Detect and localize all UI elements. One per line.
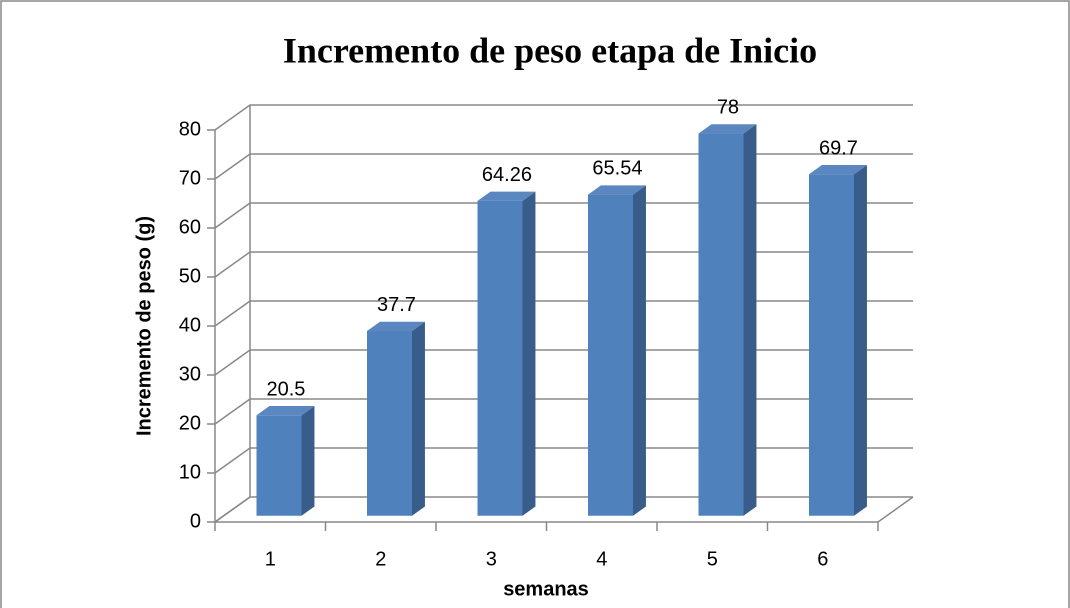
y-tick-label: 60	[179, 216, 201, 238]
data-label: 78	[717, 97, 739, 119]
x-tick-label: 5	[707, 548, 718, 570]
bar-side	[854, 164, 867, 516]
grid-line	[214, 300, 913, 327]
x-tick-label: 4	[596, 548, 607, 570]
bar-top	[809, 164, 867, 175]
data-label: 65.54	[592, 158, 642, 180]
bar-top	[588, 185, 646, 195]
bar-side	[633, 185, 646, 516]
bar-top	[698, 124, 757, 134]
grid-line	[214, 104, 913, 131]
bar	[477, 200, 523, 516]
data-label: 69.7	[819, 137, 858, 159]
bar	[698, 133, 744, 516]
data-label: 64.26	[482, 164, 532, 186]
bar-side	[522, 191, 536, 516]
y-tick-label: 10	[179, 461, 201, 483]
y-tick-label: 80	[179, 118, 201, 140]
grid-line	[214, 153, 913, 180]
bar-side	[301, 406, 315, 516]
x-tick-label: 2	[375, 548, 386, 570]
y-tick-label: 0	[190, 510, 201, 532]
y-tick-label: 50	[179, 265, 201, 287]
bar-top	[256, 406, 315, 416]
y-tick-label: 40	[179, 314, 201, 336]
grid-line	[214, 251, 913, 278]
grid-line	[214, 398, 913, 425]
x-tick-label: 3	[486, 548, 497, 570]
x-tick-label: 6	[817, 548, 828, 570]
bar-top	[367, 321, 425, 332]
bar	[367, 331, 412, 516]
data-label: 37.7	[377, 294, 416, 316]
grid-line	[214, 202, 913, 229]
grid-line	[214, 349, 913, 376]
grid-line	[214, 496, 913, 523]
x-axis-title: semanas	[503, 578, 589, 600]
bar-side	[743, 124, 757, 516]
bar	[256, 415, 302, 516]
y-tick-label: 20	[179, 412, 201, 434]
bar	[588, 194, 633, 516]
x-tick-label: 1	[265, 548, 276, 570]
bar-top	[477, 191, 536, 201]
chart-title: Incremento de peso etapa de Inicio	[283, 30, 817, 70]
bar	[809, 174, 854, 516]
y-axis-title: Incremento de peso (g)	[133, 216, 155, 436]
bar-side	[412, 321, 425, 516]
grid-line	[214, 447, 913, 474]
data-label: 20.5	[266, 378, 305, 400]
y-tick-label: 30	[179, 363, 201, 385]
y-tick-label: 70	[179, 167, 201, 189]
